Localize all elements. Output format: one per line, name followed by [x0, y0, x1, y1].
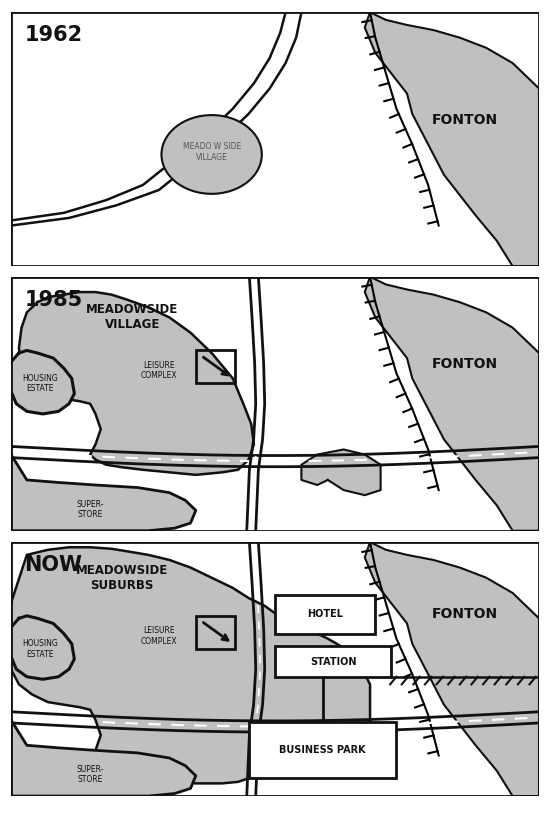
- Text: BUSINESS PARK: BUSINESS PARK: [279, 745, 366, 755]
- Bar: [275, 595, 375, 634]
- Text: MEADO W SIDE
VILLAGE: MEADO W SIDE VILLAGE: [183, 143, 241, 161]
- Text: HOTEL: HOTEL: [307, 609, 343, 619]
- Bar: [196, 351, 235, 383]
- Polygon shape: [365, 542, 539, 796]
- Text: 1985: 1985: [24, 290, 82, 310]
- Polygon shape: [10, 616, 74, 679]
- Bar: [196, 616, 235, 649]
- Bar: [275, 646, 391, 676]
- Bar: [249, 722, 397, 778]
- Text: MEADOWSIDE
VILLAGE: MEADOWSIDE VILLAGE: [86, 304, 179, 332]
- Text: NOW: NOW: [24, 555, 82, 575]
- Polygon shape: [10, 351, 74, 414]
- Text: HOUSING
ESTATE: HOUSING ESTATE: [22, 639, 58, 658]
- Polygon shape: [11, 547, 370, 783]
- Text: LEISURE
COMPLEX: LEISURE COMPLEX: [141, 627, 177, 646]
- Text: SUPER-
STORE: SUPER- STORE: [76, 500, 104, 519]
- Polygon shape: [365, 12, 539, 266]
- Polygon shape: [11, 720, 196, 796]
- Ellipse shape: [162, 115, 262, 194]
- Text: FONTON: FONTON: [432, 113, 498, 127]
- Text: STATION: STATION: [310, 657, 356, 667]
- Polygon shape: [19, 292, 254, 475]
- Text: MEADOWSIDE
SUBURBS: MEADOWSIDE SUBURBS: [76, 563, 168, 591]
- Polygon shape: [11, 455, 196, 531]
- Text: FONTON: FONTON: [432, 608, 498, 622]
- Polygon shape: [301, 450, 381, 495]
- Text: 1962: 1962: [24, 25, 82, 45]
- Text: FONTON: FONTON: [432, 357, 498, 371]
- Polygon shape: [365, 277, 539, 531]
- Text: LEISURE
COMPLEX: LEISURE COMPLEX: [141, 361, 177, 381]
- Text: SUPER-
STORE: SUPER- STORE: [76, 765, 104, 785]
- Text: HOUSING
ESTATE: HOUSING ESTATE: [22, 373, 58, 393]
